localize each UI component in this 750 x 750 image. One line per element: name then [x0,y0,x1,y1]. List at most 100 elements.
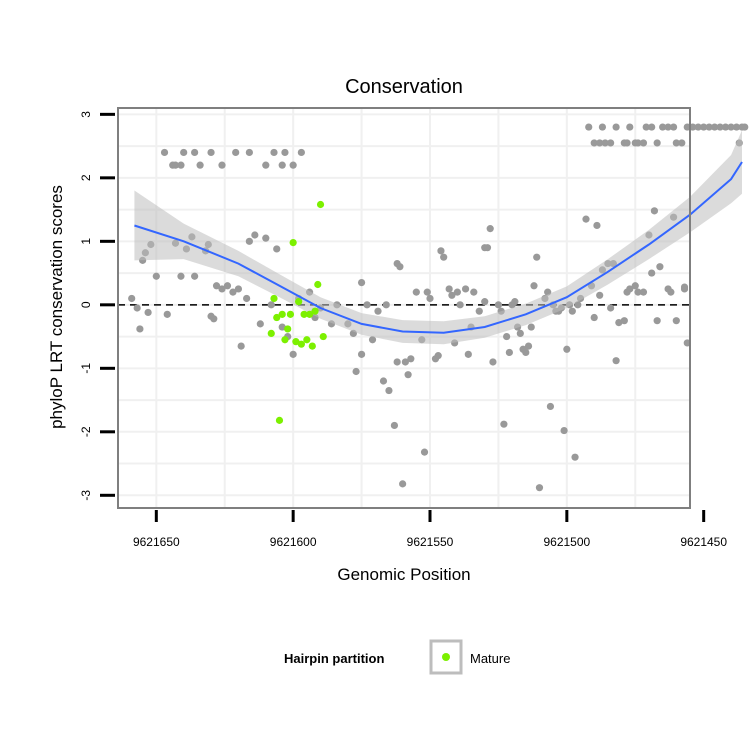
data-point-other [593,221,601,230]
data-point-other [546,402,555,411]
data-point-other [396,263,404,271]
data-point-other [535,484,544,492]
y-tick-label: -1 [79,363,93,374]
data-point-other [212,282,221,290]
data-point-other [218,161,226,169]
data-point-other [363,301,371,309]
data-point-mature [305,310,314,318]
data-point-mature [295,298,303,306]
data-point-other [440,253,448,261]
data-point-other [437,247,445,255]
data-point-other [404,371,412,379]
data-point-other [368,336,377,344]
data-point-other [234,285,243,293]
x-tick-label: 9621500 [543,535,590,549]
y-tick-label: -2 [79,426,93,437]
data-point-other [273,245,281,253]
smooth-confidence-band [134,130,742,345]
data-point-other [511,298,519,306]
data-point-other [423,288,431,296]
data-point-other [278,323,286,331]
legend-label-mature: Mature [470,651,510,666]
data-point-other [653,139,661,147]
data-point-other [223,282,232,290]
data-point-mature [314,280,322,289]
data-point-other [639,288,648,296]
data-point-other [563,345,571,353]
data-point-other [191,272,199,280]
data-point-mature [319,332,327,341]
data-point-other [232,148,240,157]
data-point-mature [316,200,325,209]
plot-panel [118,108,690,508]
data-point-other [530,282,538,290]
data-point-other [716,123,724,131]
plot-area: 9621650 9621600 9621550 9621500 9621450 3 2 1 0 -… [79,107,749,549]
data-point-other [393,358,401,366]
data-point-other [650,207,659,215]
data-point-other [152,272,160,280]
data-point-other [177,272,185,280]
data-point-other [631,282,639,290]
data-point-other [385,386,393,395]
data-point-other [486,225,494,233]
data-point-other [256,320,264,328]
x-tick-label: 9621450 [680,535,727,549]
data-point-other [297,148,305,157]
data-point-other [461,285,470,293]
data-point-other [680,283,689,291]
data-point-other [560,426,568,435]
data-point-other [656,263,664,271]
data-point-other [653,317,661,325]
data-point-other [648,123,656,131]
legend-key-mature [442,653,450,661]
x-tick-label: 9621600 [270,535,317,549]
data-point-other [218,285,226,293]
data-point-other [585,123,593,131]
y-tick-label: 0 [79,301,93,308]
data-point-other [626,285,634,293]
data-point-other [533,253,541,261]
smooth-trend-line [134,161,743,334]
data-point-other [481,298,489,306]
data-point-other [634,139,642,147]
data-point-other [445,285,453,293]
data-point-other [678,139,686,147]
data-point-other [612,357,620,365]
data-point-mature [273,313,281,322]
data-point-other [732,123,741,131]
data-point-other [596,291,604,299]
data-point-other [289,350,297,358]
data-point-mature [281,336,289,344]
legend-title: Hairpin partition [284,651,384,666]
data-point-other [711,123,719,131]
data-point-other [382,301,390,309]
data-point-other [229,288,237,296]
data-point-other [420,448,429,456]
data-point-mature [292,338,300,346]
data-point-other [243,294,251,303]
data-point-other [727,123,735,131]
data-point-other [470,288,478,296]
data-point-other [207,148,215,157]
data-point-other [522,348,530,357]
data-point-other [412,288,420,296]
data-point-other [357,350,366,358]
data-point-mature [300,310,308,318]
data-point-other [620,317,628,325]
data-point-other [568,307,576,315]
legend: Hairpin partition Mature [284,639,510,675]
data-point-other [672,317,680,325]
data-point-other [278,161,286,169]
y-tick-label: 3 [79,111,93,118]
data-point-other [705,123,713,131]
data-point-other [596,139,604,147]
data-point-other [163,310,171,318]
data-point-other [128,294,136,303]
data-point-other [494,301,503,309]
data-point-other [626,123,634,131]
data-point-mature [303,336,311,344]
data-point-other [475,307,483,315]
data-point-other [590,139,598,147]
